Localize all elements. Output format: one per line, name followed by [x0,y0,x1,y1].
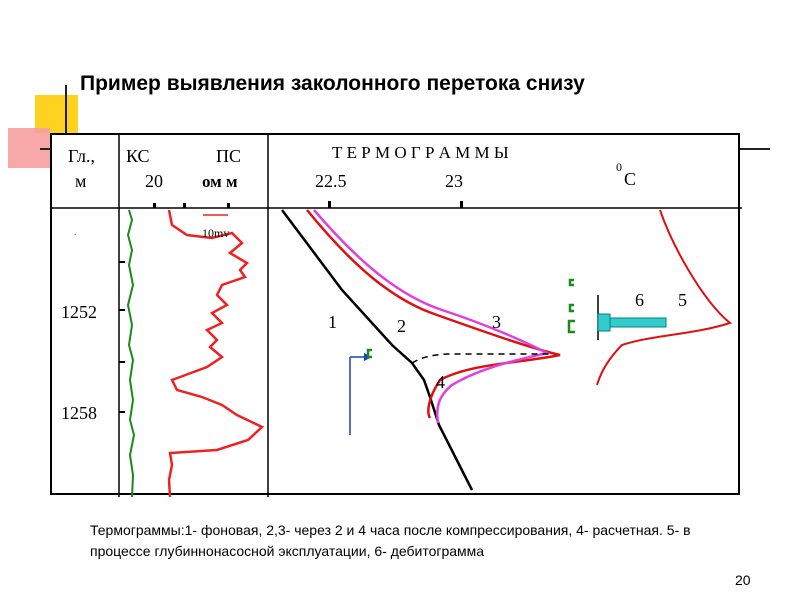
scale-label: 10mv [202,226,229,240]
perforation-mark [366,348,372,359]
figure-caption: Термограммы:1- фоновая, 2,3- через 2 и 4… [90,522,691,559]
degree-unit: С [624,169,636,189]
temp-tick-23: 23 [445,171,463,191]
perforation-mark [567,319,575,334]
depth-label-1252: 1252 [61,302,97,322]
debitogram-bar-base [597,313,611,332]
depth-label-1258: 1258 [61,403,97,423]
curve-label-1: 1 [328,312,337,332]
ks-curve [126,209,136,497]
thermogram-svg: Гл., м КС 20 ПС ом м Т Е Р М О Г Р А М М… [52,135,742,497]
thermogram-3-after-4h [313,209,551,424]
temp-tick-mark [328,201,331,208]
thermogram-figure: Гл., м КС 20 ПС ом м Т Е Р М О Г Р А М М… [50,133,742,497]
curve-label-4: 4 [436,372,445,392]
ps-curve [167,209,265,497]
curve-label-5: 5 [678,290,687,310]
thermogram-header-title: Т Е Р М О Г Р А М М Ы [332,143,509,162]
ps-tick [227,203,230,208]
depth-dot: . [74,227,77,238]
decor-vertical-line [65,85,67,160]
thermogram-2-after-2h [306,209,561,419]
curve-label-3: 3 [492,312,501,332]
depth-header-line2: м [75,171,86,191]
ks-tick [183,203,186,208]
ks-header-label: КС [126,146,150,166]
thermogram-5-pumping [596,209,733,386]
curve-label-2: 2 [397,316,406,336]
ks-tick [153,203,156,208]
thermogram-4-estimated [411,353,552,364]
temp-tick-22-5: 22.5 [315,171,347,191]
decor-yellow-square [35,95,78,133]
curve-label-6: 6 [635,290,644,310]
page-number: 20 [735,572,751,588]
ks-header-value: 20 [145,171,163,191]
degree-superscript: 0 [616,160,622,174]
temp-tick-mark [460,201,463,208]
perforation-mark [568,303,574,313]
ps-header-unit: ом м [202,172,238,191]
perforation-mark [568,278,574,287]
slide-title: Пример выявления заколонного перетока сн… [80,72,585,95]
depth-header-line1: Гл., [68,146,95,166]
ps-header-label: ПС [216,146,241,166]
thermogram-1-background [281,209,474,491]
